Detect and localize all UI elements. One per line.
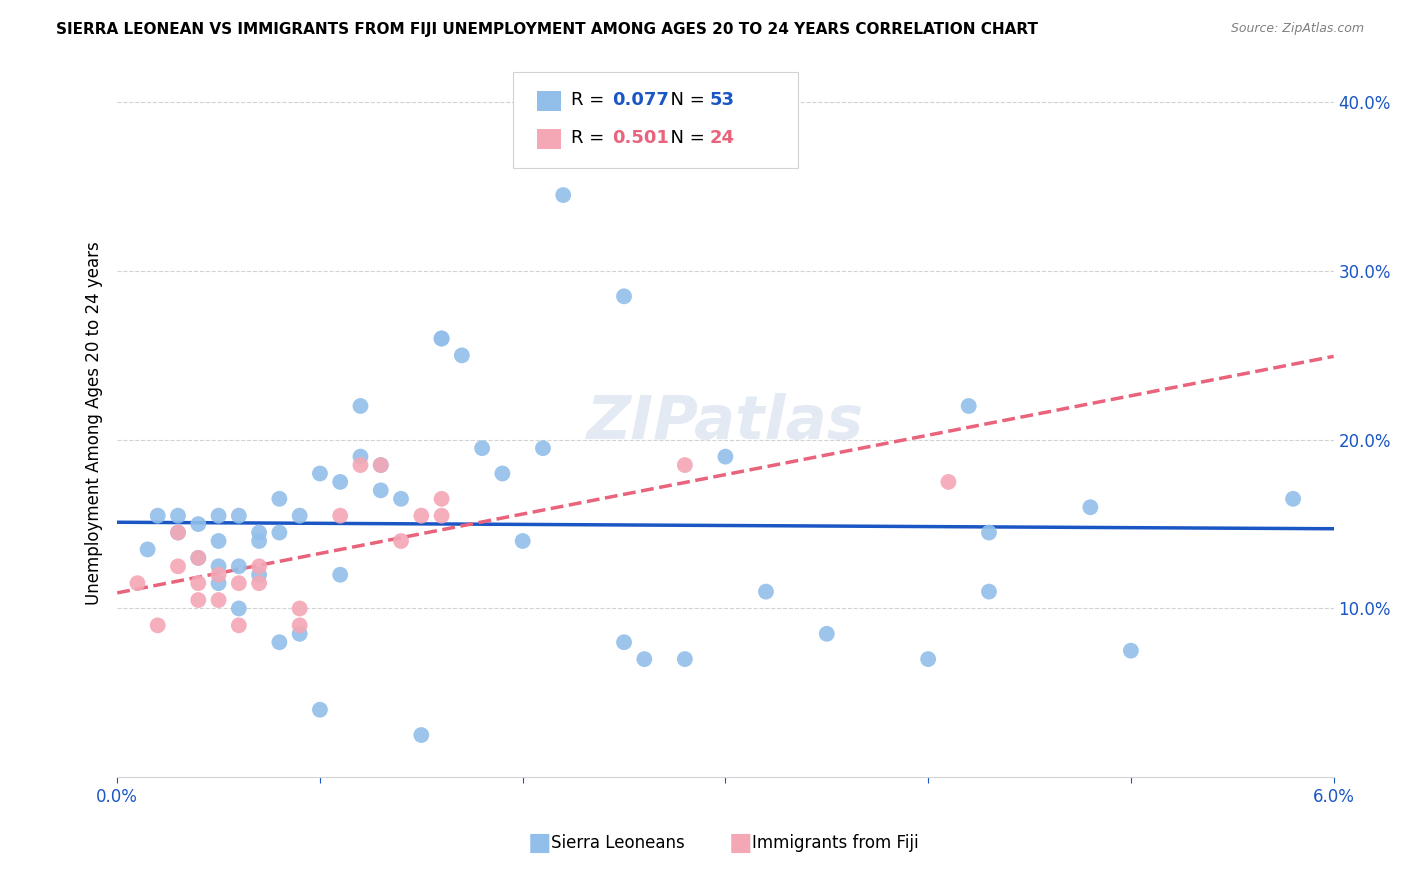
Point (755, 584, 778, 599)
Point (370, 458, 392, 472)
Text: 53: 53 (710, 91, 734, 110)
Point (430, 491, 453, 506)
Point (633, 652, 655, 666)
Point (207, 567, 229, 582)
Point (349, 458, 371, 472)
Text: Immigrants from Fiji: Immigrants from Fiji (752, 834, 920, 852)
Point (146, 618, 169, 632)
Point (247, 533, 270, 548)
Point (167, 525, 190, 540)
Point (187, 593, 209, 607)
Text: 24: 24 (710, 129, 734, 147)
Text: 0.501: 0.501 (612, 129, 669, 147)
Point (673, 652, 696, 666)
Point (370, 458, 392, 472)
Point (136, 542, 159, 557)
Point (247, 567, 270, 582)
Point (329, 475, 352, 489)
Point (269, 635, 291, 649)
Y-axis label: Unemployment Among Ages 20 to 24 years: Unemployment Among Ages 20 to 24 years (86, 241, 103, 605)
Point (247, 576, 270, 591)
Point (228, 559, 250, 574)
Point (288, 618, 311, 632)
Point (228, 601, 250, 615)
Point (329, 567, 352, 582)
Bar (537, 91, 561, 111)
Point (167, 525, 190, 540)
Point (329, 508, 352, 523)
Point (207, 533, 229, 548)
Point (269, 491, 291, 506)
Point (349, 450, 371, 464)
Text: ZIPatlas: ZIPatlas (586, 393, 863, 452)
Point (127, 576, 149, 591)
Point (430, 331, 453, 345)
Point (349, 399, 371, 413)
Point (187, 550, 209, 565)
FancyBboxPatch shape (513, 72, 799, 168)
Point (288, 627, 311, 641)
Point (1119, 643, 1142, 657)
Point (207, 593, 229, 607)
Point (938, 475, 960, 489)
Point (917, 652, 939, 666)
Point (957, 399, 980, 413)
Text: ■: ■ (527, 831, 551, 855)
Text: R =: R = (571, 91, 610, 110)
Point (512, 533, 534, 548)
Point (613, 635, 636, 649)
Point (207, 576, 229, 591)
Point (247, 559, 270, 574)
Text: R =: R = (571, 129, 610, 147)
Point (207, 559, 229, 574)
Point (714, 450, 737, 464)
Point (228, 576, 250, 591)
Point (389, 533, 412, 548)
Point (167, 508, 190, 523)
Point (288, 508, 311, 523)
Point (531, 441, 554, 455)
Point (187, 576, 209, 591)
Point (613, 289, 636, 303)
Point (187, 517, 209, 532)
Point (673, 458, 696, 472)
Point (411, 728, 433, 742)
Point (430, 508, 453, 523)
Point (430, 331, 453, 345)
Point (288, 601, 311, 615)
Text: N =: N = (658, 91, 710, 110)
Point (167, 559, 190, 574)
Point (1078, 500, 1101, 515)
Point (187, 550, 209, 565)
Point (491, 467, 513, 481)
Point (411, 508, 433, 523)
Point (471, 441, 494, 455)
Point (269, 525, 291, 540)
Bar (537, 128, 561, 149)
Point (146, 508, 169, 523)
Point (1282, 491, 1305, 506)
Point (977, 584, 1000, 599)
Point (309, 467, 332, 481)
Text: Source: ZipAtlas.com: Source: ZipAtlas.com (1230, 22, 1364, 36)
Point (207, 508, 229, 523)
Point (370, 483, 392, 498)
Text: 0.077: 0.077 (612, 91, 669, 110)
Point (977, 525, 1000, 540)
Point (389, 491, 412, 506)
Text: SIERRA LEONEAN VS IMMIGRANTS FROM FIJI UNEMPLOYMENT AMONG AGES 20 TO 24 YEARS CO: SIERRA LEONEAN VS IMMIGRANTS FROM FIJI U… (56, 22, 1038, 37)
Point (450, 348, 472, 362)
Text: Sierra Leoneans: Sierra Leoneans (551, 834, 685, 852)
Point (228, 508, 250, 523)
Text: ■: ■ (728, 831, 752, 855)
Point (815, 627, 838, 641)
Point (228, 618, 250, 632)
Point (247, 525, 270, 540)
Point (309, 703, 332, 717)
Point (553, 188, 575, 202)
Text: N =: N = (658, 129, 710, 147)
